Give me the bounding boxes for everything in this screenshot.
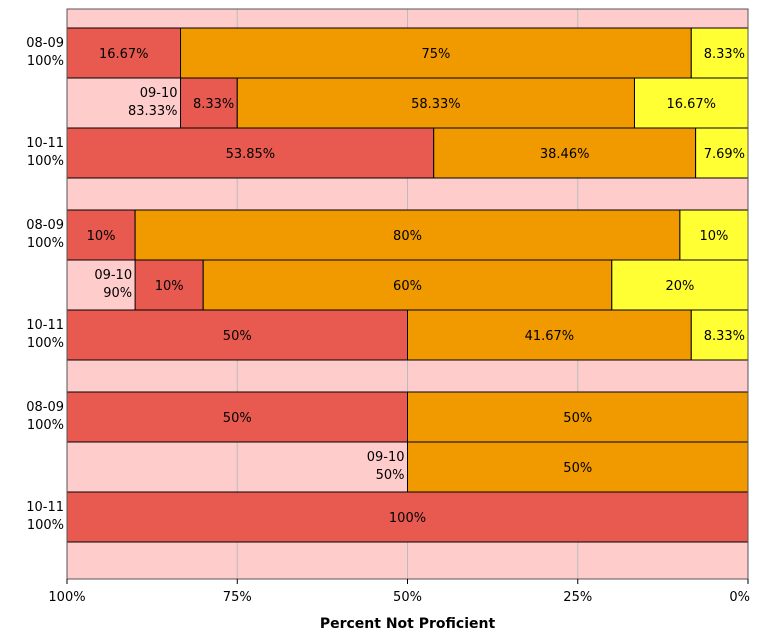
row-label-year: 08-09	[26, 400, 64, 415]
segment-label: 10%	[87, 229, 116, 244]
segment-label: 10%	[155, 279, 184, 294]
bar-segment	[66, 309, 408, 361]
bar-segment	[66, 27, 182, 79]
row-label-year: 09-10	[140, 86, 178, 101]
row-labels: 08-09 100% 09-10 83.33% 10-11 100% 08-09 100% 09…	[26, 36, 404, 533]
tick-label: 75%	[223, 590, 252, 605]
segment-label: 8.33%	[704, 329, 745, 344]
segment-label: 20%	[665, 279, 694, 294]
segment-label: 50%	[223, 329, 252, 344]
bar-segment	[66, 209, 136, 261]
row-label-total: 100%	[27, 54, 64, 69]
bar-segment	[633, 77, 749, 129]
segment-label: 100%	[389, 511, 426, 526]
row-label-total: 100%	[27, 518, 64, 533]
row-label-year: 09-10	[367, 450, 405, 465]
row-label-year: 08-09	[26, 218, 64, 233]
segment-label: 80%	[393, 229, 422, 244]
bar-segment	[180, 27, 692, 79]
segment-label: 8.33%	[704, 47, 745, 62]
row-label-total: 100%	[27, 154, 64, 169]
segment-label: 60%	[393, 279, 422, 294]
row-label-total: 100%	[27, 336, 64, 351]
segment-label: 75%	[421, 47, 450, 62]
segment-label: 8.33%	[193, 97, 234, 112]
bar-segment	[66, 491, 749, 543]
segment-label: 16.67%	[99, 47, 149, 62]
row-label-year: 10-11	[26, 500, 64, 515]
segment-label: 50%	[563, 411, 592, 426]
segment-label: 53.85%	[226, 147, 276, 162]
row-label-year: 10-11	[26, 136, 64, 151]
segment-label: 41.67%	[525, 329, 575, 344]
segment-label: 10%	[699, 229, 728, 244]
row-label-total: 83.33%	[128, 104, 178, 119]
row-label-total: 90%	[103, 286, 132, 301]
row-label-year: 08-09	[26, 36, 64, 51]
x-axis-ticks: 100% 75% 50% 25% 0%	[48, 579, 750, 605]
segment-label: 50%	[563, 461, 592, 476]
bar-segment	[66, 391, 408, 443]
row-label-total: 100%	[27, 236, 64, 251]
segment-label: 7.69%	[704, 147, 745, 162]
segment-label: 38.46%	[540, 147, 590, 162]
bar-segment	[66, 127, 435, 179]
row-label-total: 100%	[27, 418, 64, 433]
segment-label: 58.33%	[411, 97, 461, 112]
bar-segment	[180, 77, 238, 129]
segment-label: 16.67%	[666, 97, 716, 112]
tick-label: 50%	[393, 590, 422, 605]
bar-segments: 16.67% 75% 8.33% 8.33% 58.33% 16.67% 53.85% 38.…	[66, 27, 749, 543]
tick-label: 0%	[729, 590, 750, 605]
bar-segment	[134, 259, 204, 311]
row-label-year: 09-10	[94, 268, 132, 283]
segment-label: 50%	[223, 411, 252, 426]
x-axis-title: Percent Not Proficient	[320, 616, 496, 632]
bar-segment	[433, 127, 697, 179]
row-label-year: 10-11	[26, 318, 64, 333]
tick-label: 100%	[48, 590, 85, 605]
bar-segment	[407, 441, 749, 493]
row-label-total: 50%	[376, 468, 405, 483]
bar-segment	[690, 309, 749, 361]
bar-segment	[407, 309, 692, 361]
tick-label: 25%	[563, 590, 592, 605]
bar-segment	[679, 209, 749, 261]
